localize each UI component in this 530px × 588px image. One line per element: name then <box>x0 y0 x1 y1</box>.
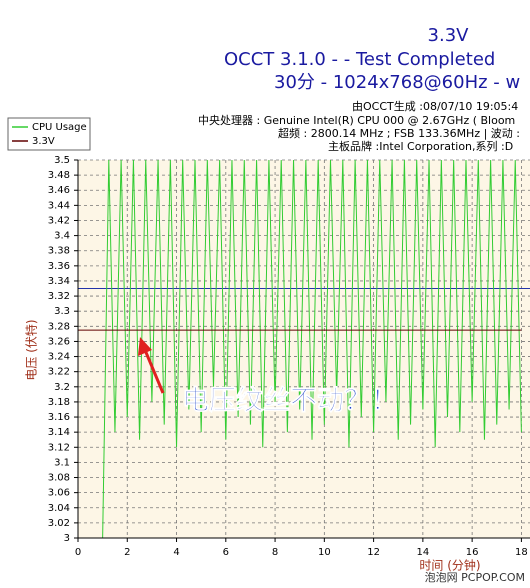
series-line <box>102 159 522 539</box>
y-tick-label: 3.26 <box>48 336 70 347</box>
chart-subtitle: 30分 - 1024x768@60Hz - w <box>274 72 520 93</box>
x-tick-label: 6 <box>223 547 229 558</box>
x-tick-label: 18 <box>515 547 528 558</box>
x-tick-label: 2 <box>124 547 130 558</box>
legend <box>7 117 91 151</box>
info-line: 主板品牌 :Intel Corporation,系列 :D <box>328 139 513 153</box>
y-tick-label: 3.36 <box>48 261 70 272</box>
chart-subtitle: OCCT 3.1.0 - - Test Completed <box>224 49 495 70</box>
chart-title: 3.3V <box>428 25 470 46</box>
x-tick-label: 4 <box>173 547 179 558</box>
y-tick-label: 3.44 <box>48 200 70 211</box>
x-tick-label: 16 <box>466 547 479 558</box>
y-tick-label: 3.12 <box>48 442 70 453</box>
y-axis-label: 电压 (伏特) <box>24 319 39 380</box>
y-tick-label: 3.02 <box>48 518 70 529</box>
y-tick-label: 3 <box>64 533 70 544</box>
y-tick-label: 3.34 <box>48 276 70 287</box>
y-tick-label: 3.32 <box>48 291 70 302</box>
y-tick-label: 3.1 <box>54 457 70 468</box>
legend-label: CPU Usage <box>32 122 87 133</box>
x-axis-label: 时间 (分钟) <box>419 558 480 573</box>
arrow-head <box>138 337 152 356</box>
annotation: 电压纹丝不动？！ <box>182 386 398 417</box>
y-tick-label: 3.08 <box>48 473 70 484</box>
y-tick-label: 3.5 <box>54 155 70 166</box>
x-tick-label: 8 <box>272 547 278 558</box>
info-line: 超频 : 2800.14 MHz ; FSB 133.36MHz | 波动 : <box>278 126 520 140</box>
info-line: 中央处理器 : Genuine Intel(R) CPU 000 @ 2.67G… <box>198 114 515 127</box>
y-tick-label: 3.14 <box>48 427 70 438</box>
y-tick-label: 3.22 <box>48 367 70 378</box>
y-tick-label: 3.28 <box>48 321 70 332</box>
y-tick-label: 3.42 <box>48 215 70 226</box>
y-tick-label: 3.24 <box>48 352 70 363</box>
watermark: 泡泡网 PCPOP.COM <box>425 570 525 584</box>
y-tick-label: 3.06 <box>48 488 70 499</box>
y-tick-label: 3.2 <box>54 382 70 393</box>
y-tick-label: 3.48 <box>48 170 70 181</box>
x-tick-label: 14 <box>416 547 429 558</box>
legend-label: 3.3V <box>32 136 55 147</box>
plot: 3 3.02 3.04 3.06 3.08 3.1 3.12 3.14 3.16 3.18 3.2 3… <box>48 155 530 558</box>
y-tick-label: 3.4 <box>54 231 70 242</box>
y-tick-label: 3.04 <box>48 503 70 514</box>
arrow <box>143 349 165 394</box>
y-tick-label: 3.46 <box>48 185 70 196</box>
x-tick-label: 0 <box>75 547 81 558</box>
y-tick-label: 3.38 <box>48 246 70 257</box>
y-tick-label: 3.3 <box>54 306 70 317</box>
y-tick-label: 3.16 <box>48 412 70 423</box>
y-tick-label: 3.18 <box>48 397 70 408</box>
info-line: 由OCCT生成 :08/07/10 19:05:4 <box>352 99 518 113</box>
x-tick-label: 12 <box>367 547 380 558</box>
x-tick-label: 10 <box>318 547 331 558</box>
